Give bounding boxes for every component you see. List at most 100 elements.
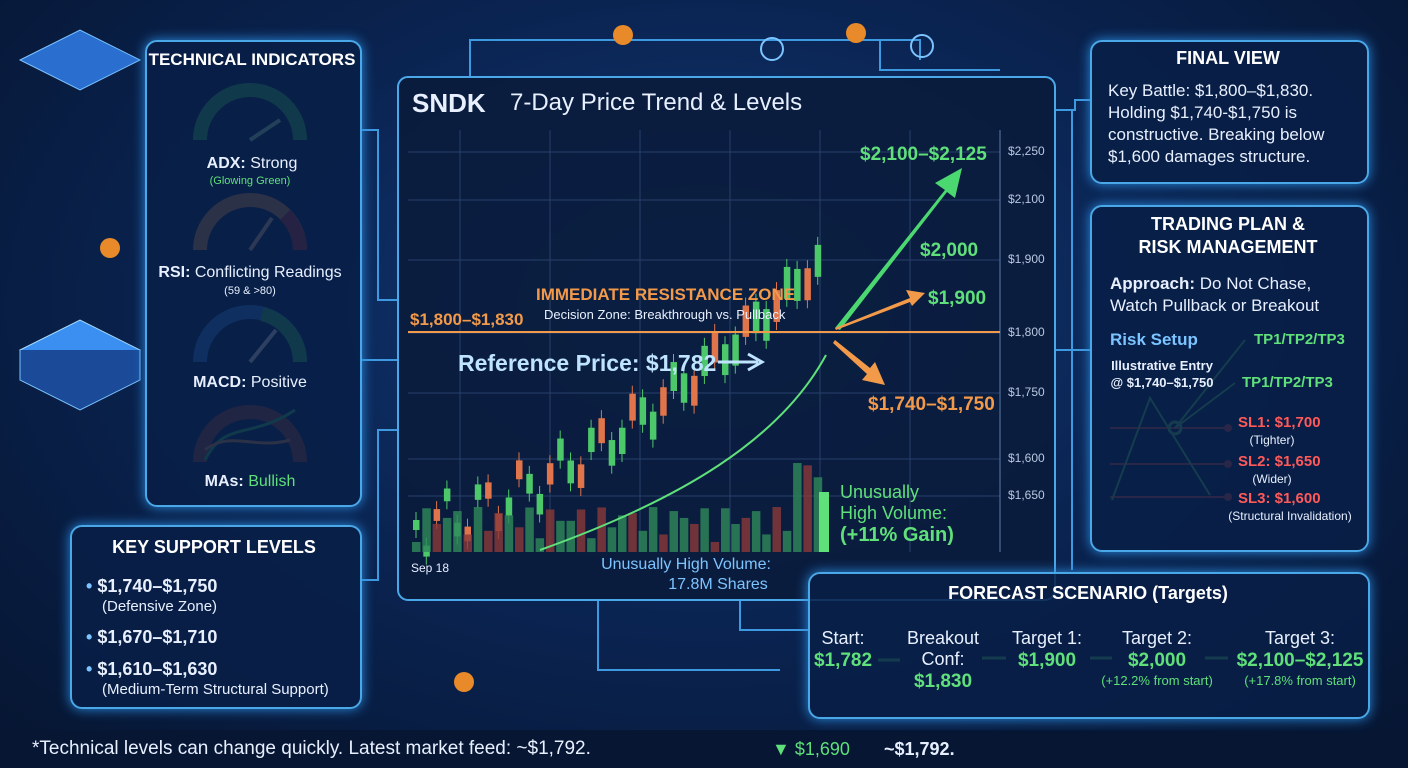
final-view-title: FINAL VIEW xyxy=(1176,48,1280,68)
volume-note: High Volume: xyxy=(840,503,948,523)
arrow-down xyxy=(833,340,885,385)
resistance-sub: Decision Zone: Breakthrough vs. Pullback xyxy=(544,307,786,322)
volume-bar xyxy=(648,507,658,552)
step-label: Target 1: xyxy=(1011,628,1083,648)
candle-body xyxy=(629,393,636,421)
target: $1,740–$1,750 xyxy=(868,394,995,415)
candle-body xyxy=(649,411,657,440)
sl-label: SL3: $1,600 xyxy=(1238,490,1321,507)
label: RSI: xyxy=(158,264,191,281)
support-panel xyxy=(70,525,362,709)
approach-text: Do Not Chase, Watch Pullback or Breakout xyxy=(1110,274,1320,315)
volume-bar xyxy=(793,463,802,552)
step-value: $1,830 xyxy=(913,671,973,692)
support-title: KEY SUPPORT LEVELS xyxy=(112,537,316,557)
candle-body xyxy=(660,387,667,416)
support-note: (Medium-Term Structural Support) xyxy=(102,681,329,698)
disclaimer: *Technical levels can change quickly. La… xyxy=(32,738,591,759)
candle-body xyxy=(474,484,482,500)
trading-plan-title: RISK MANAGEMENT xyxy=(1138,237,1318,257)
arrow-mid xyxy=(835,290,925,330)
support-level: • $1,670–$1,710 xyxy=(86,627,217,648)
sl-label: SL2: $1,650 xyxy=(1238,453,1321,470)
candle-body xyxy=(413,520,420,530)
volume-bar xyxy=(535,538,545,552)
connector xyxy=(597,600,780,671)
forecast-panel xyxy=(808,572,1370,719)
volume-bar xyxy=(566,520,575,552)
bullet: • xyxy=(86,627,98,647)
reference-price: Reference Price: $1,782 xyxy=(458,350,717,376)
indicators-title: TECHNICAL INDICATORS xyxy=(148,50,356,69)
ticker-feed: ▼ $1,690 xyxy=(772,739,850,759)
tp-label: TP1/TP2/TP3 xyxy=(1254,331,1345,348)
step-value: $2,000 xyxy=(1127,650,1187,671)
footer-bar xyxy=(0,730,1408,768)
resistance-title: IMMEDIATE RESISTANCE ZONE xyxy=(536,285,796,304)
final-view-panel xyxy=(1090,40,1369,184)
trading-plan-panel xyxy=(1090,205,1369,552)
candle-body xyxy=(763,309,770,341)
candle-body xyxy=(588,427,595,453)
candle-body xyxy=(619,427,626,454)
volume-bar xyxy=(432,523,442,552)
note: (59 & >80) xyxy=(224,285,276,297)
x-label: Sep 18 xyxy=(411,561,450,575)
label: MAs: xyxy=(204,473,244,490)
candle-body xyxy=(546,463,554,485)
step-label: Start: xyxy=(821,628,865,648)
volume-bar xyxy=(525,507,534,552)
candle-body xyxy=(711,331,719,363)
tp-label: TP1/TP2/TP3 xyxy=(1242,374,1333,391)
chart-title: 7-Day Price Trend & Levels xyxy=(510,89,803,116)
step-label: Breakout Conf: xyxy=(906,628,980,669)
volume-highlight xyxy=(819,492,829,552)
bullet: • xyxy=(86,576,98,596)
candle-body xyxy=(814,244,822,277)
candle-body xyxy=(752,301,760,334)
ticker: SNDK xyxy=(412,88,486,118)
volume-callout: 17.8M Shares xyxy=(668,576,768,593)
step-label: Target 2: xyxy=(1121,628,1193,648)
volume-bar xyxy=(545,509,555,552)
volume-bar xyxy=(556,520,565,552)
candle-body xyxy=(464,526,471,542)
volume-bar xyxy=(659,534,668,552)
resistance-level: $1,800–$1,830 xyxy=(410,310,524,329)
candle-body xyxy=(722,344,729,376)
ticker-feed: ~$1,792. xyxy=(884,739,955,759)
target: $2,100–$2,125 xyxy=(860,144,987,165)
candle-body xyxy=(505,497,513,516)
candle-body xyxy=(691,375,698,406)
level: $1,670–$1,710 xyxy=(97,627,218,647)
step-value: $1,782 xyxy=(813,650,873,671)
connector xyxy=(469,39,1000,77)
indicator: MACD: Positive xyxy=(193,374,307,392)
volume-bar xyxy=(751,511,761,552)
volume-bar xyxy=(710,541,720,552)
plot xyxy=(408,130,1001,565)
volume-bar xyxy=(597,507,606,552)
candle-body xyxy=(742,305,750,337)
chip-decoration xyxy=(18,23,934,692)
arrow-up xyxy=(835,168,962,330)
indicator: ADX: Strong xyxy=(207,155,298,173)
volume-note: (+11% Gain) xyxy=(840,524,954,546)
connector xyxy=(739,600,808,631)
sl-note: (Tighter) xyxy=(1249,433,1295,447)
volume-bar xyxy=(741,517,751,552)
axis-label: $1,900 xyxy=(1008,252,1045,266)
label: ADX: xyxy=(206,155,246,172)
axis-label: $1,600 xyxy=(1008,451,1045,465)
level: $1,610–$1,630 xyxy=(97,659,218,679)
volume-bar xyxy=(700,508,709,552)
step-value: $1,900 xyxy=(1017,650,1077,671)
support-note: (Defensive Zone) xyxy=(102,598,218,615)
volume-bar xyxy=(453,511,462,552)
target: $2,000 xyxy=(920,240,979,261)
candle-body xyxy=(773,290,780,322)
volume-bar xyxy=(679,517,689,552)
note: (Glowing Green) xyxy=(209,175,291,187)
volume-note: Unusually xyxy=(840,482,920,502)
